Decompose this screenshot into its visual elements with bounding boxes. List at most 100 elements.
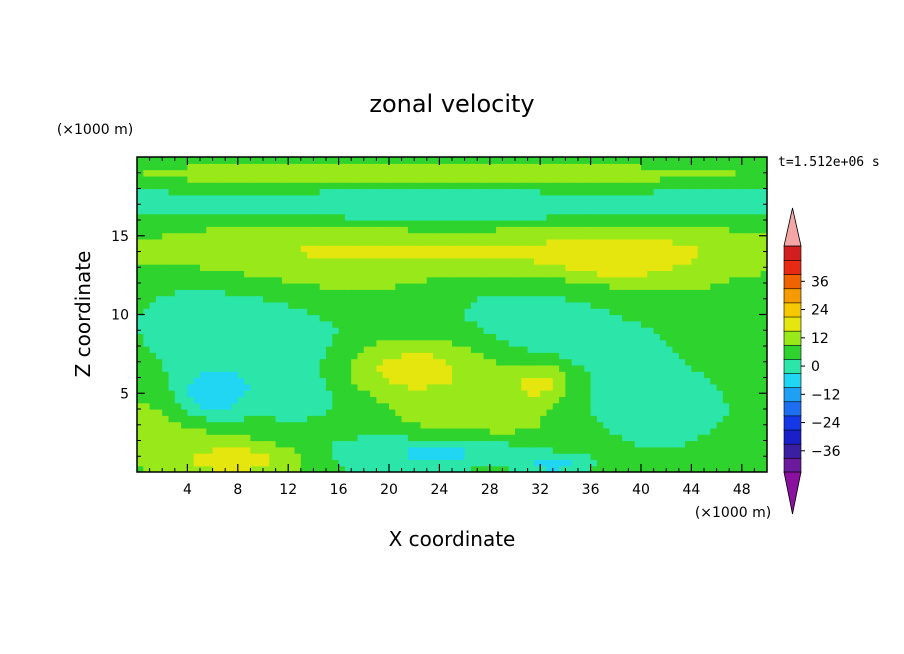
field-cell <box>735 383 743 391</box>
field-cell <box>332 339 340 347</box>
field-cell <box>609 213 617 221</box>
field-cell <box>691 320 699 328</box>
field-cell <box>716 169 724 177</box>
field-cell <box>376 232 384 240</box>
field-cell <box>672 188 680 196</box>
field-cell <box>212 427 220 435</box>
field-cell <box>596 465 604 472</box>
field-cell <box>389 238 396 246</box>
field-cell <box>609 364 617 372</box>
field-cell <box>370 383 377 391</box>
field-cell <box>659 251 667 259</box>
field-cell <box>603 346 611 353</box>
field-cell <box>414 270 422 278</box>
field-cell <box>433 251 440 259</box>
field-cell <box>552 346 560 353</box>
field-cell <box>596 409 604 416</box>
field-cell <box>307 453 314 460</box>
field-cell <box>263 226 270 234</box>
field-cell <box>351 194 359 202</box>
field-cell <box>389 346 396 353</box>
field-cell <box>414 157 422 164</box>
field-cell <box>370 453 377 460</box>
field-cell <box>313 371 321 379</box>
field-cell <box>659 409 667 416</box>
field-cell <box>433 459 440 467</box>
field-cell <box>319 453 327 460</box>
field-cell <box>515 182 522 190</box>
field-cell <box>483 314 491 322</box>
field-cell <box>414 409 422 416</box>
field-cell <box>218 402 226 410</box>
field-cell <box>288 301 296 309</box>
field-cell <box>470 295 478 303</box>
field-cell <box>187 440 195 448</box>
field-cell <box>275 352 283 360</box>
field-cell <box>678 453 686 460</box>
field-cell <box>741 383 749 391</box>
field-cell <box>168 289 176 297</box>
field-cell <box>716 440 724 448</box>
field-cell <box>653 402 661 410</box>
field-cell <box>515 390 522 397</box>
field-cell <box>256 409 264 416</box>
field-cell <box>647 346 655 353</box>
field-cell <box>477 157 485 164</box>
field-cell <box>641 301 648 309</box>
field-cell <box>590 295 598 303</box>
field-cell <box>748 226 755 234</box>
field-cell <box>666 402 674 410</box>
field-cell <box>647 446 655 454</box>
field-cell <box>395 446 403 454</box>
field-cell <box>672 257 680 265</box>
field-cell <box>584 409 592 416</box>
field-cell <box>395 465 403 472</box>
field-cell <box>137 226 144 234</box>
field-cell <box>376 289 384 297</box>
field-cell <box>319 270 327 278</box>
field-cell <box>458 276 466 284</box>
field-cell <box>313 364 321 372</box>
field-cell <box>653 415 661 423</box>
field-cell <box>760 320 767 328</box>
field-cell <box>181 270 188 278</box>
field-cell <box>502 377 510 385</box>
field-cell <box>420 453 428 460</box>
field-cell <box>250 339 258 347</box>
field-cell <box>691 226 699 234</box>
field-cell <box>414 421 422 429</box>
field-cell <box>477 169 485 177</box>
field-cell <box>244 421 251 429</box>
field-cell <box>452 358 459 366</box>
field-cell <box>313 182 321 190</box>
field-cell <box>615 301 623 309</box>
field-cell <box>477 213 485 221</box>
field-cell <box>697 320 705 328</box>
field-cell <box>729 440 737 448</box>
field-cell <box>389 409 396 416</box>
field-cell <box>294 459 302 467</box>
field-cell <box>357 352 365 360</box>
field-cell <box>508 333 516 341</box>
field-cell <box>710 276 718 284</box>
field-cell <box>641 427 648 435</box>
field-cell <box>357 377 365 385</box>
field-cell <box>527 465 535 472</box>
field-cell <box>155 459 163 467</box>
field-cell <box>263 213 270 221</box>
field-cell <box>754 390 762 397</box>
field-cell <box>741 364 749 372</box>
field-cell <box>458 157 466 164</box>
field-cell <box>439 327 447 334</box>
field-cell <box>515 352 522 360</box>
field-cell <box>181 339 188 347</box>
field-cell <box>168 157 176 164</box>
field-cell <box>634 175 642 183</box>
field-cell <box>307 175 314 183</box>
field-cell <box>407 238 415 246</box>
field-cell <box>319 182 327 190</box>
field-cell <box>187 163 195 171</box>
field-cell <box>193 175 201 183</box>
field-cell <box>452 465 459 472</box>
field-cell <box>748 270 755 278</box>
